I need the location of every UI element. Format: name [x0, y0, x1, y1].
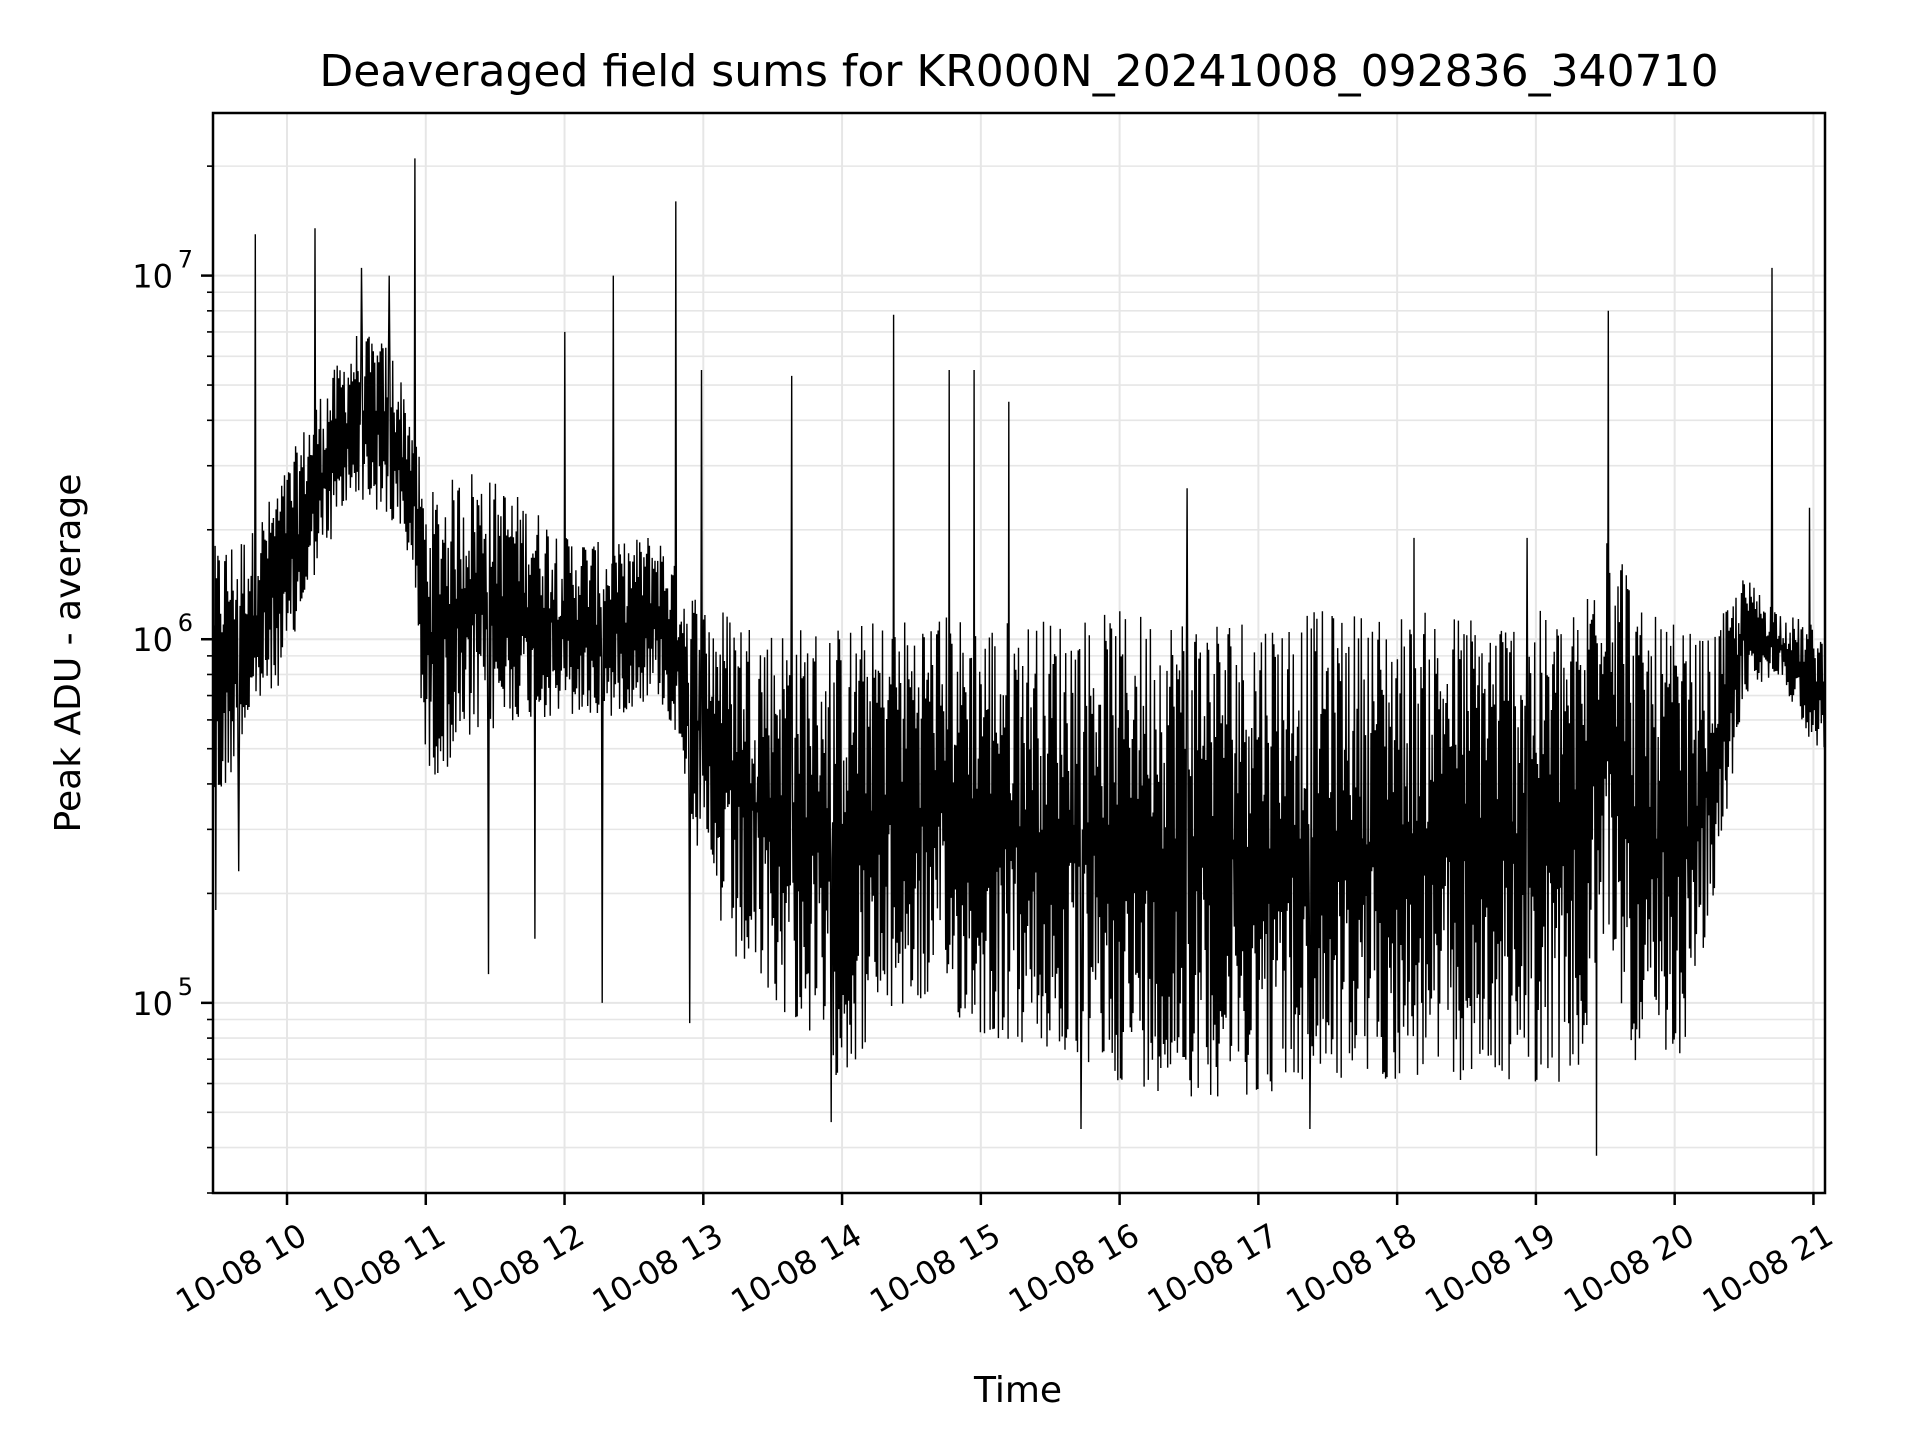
x-tick-label: 10-08 21 [1696, 1216, 1840, 1321]
x-tick-label: 10-08 20 [1557, 1216, 1701, 1321]
y-axis-label: Peak ADU - average [48, 474, 89, 833]
x-tick-label: 10-08 10 [169, 1216, 313, 1321]
y-tick-base: 10 [132, 258, 173, 296]
series-line [212, 158, 1826, 1156]
x-tick-label: 10-08 16 [1002, 1216, 1146, 1321]
x-tick-label: 10-08 14 [724, 1216, 868, 1321]
x-tick-label: 10-08 12 [447, 1216, 591, 1321]
x-tick-label: 10-08 15 [863, 1216, 1007, 1321]
chart-title: Deaveraged field sums for KR000N_2024100… [319, 46, 1718, 97]
plot-frame [211, 111, 1827, 1195]
x-tick-label: 10-08 18 [1280, 1216, 1424, 1321]
y-tick-label: 10 [132, 258, 173, 296]
x-tick-label: 10-08 11 [308, 1216, 452, 1321]
series-trace [212, 158, 1826, 1156]
y-tick-exponent: 6 [178, 609, 193, 637]
y-tick-label: 10 [132, 985, 173, 1023]
x-tick-label: 10-08 13 [586, 1216, 730, 1321]
y-tick-exponent: 7 [178, 246, 193, 274]
x-tick-label: 10-08 19 [1418, 1216, 1562, 1321]
y-tick-base: 10 [132, 985, 173, 1023]
y-tick-label: 10 [132, 621, 173, 659]
x-tick-label: 10-08 17 [1141, 1216, 1285, 1321]
y-tick-exponent: 5 [178, 973, 193, 1001]
y-tick-base: 10 [132, 621, 173, 659]
x-axis-label: Time [973, 1370, 1062, 1411]
